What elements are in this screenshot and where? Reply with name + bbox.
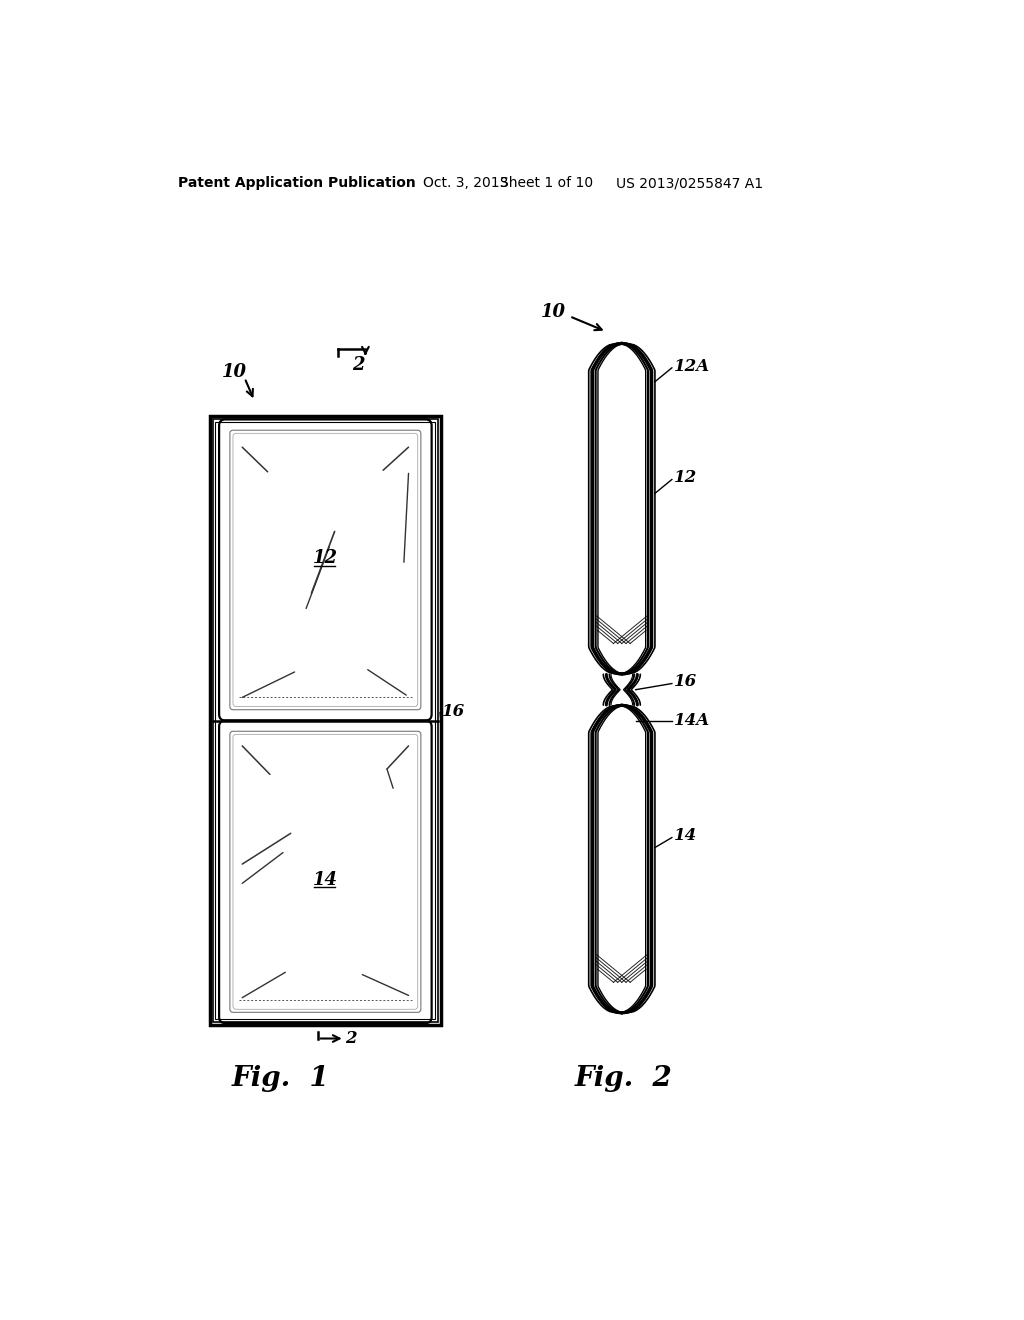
- Bar: [213, 420, 438, 1022]
- Bar: [215, 422, 435, 1019]
- Bar: [210, 416, 441, 1024]
- Text: Oct. 3, 2013: Oct. 3, 2013: [423, 176, 509, 190]
- Text: Sheet 1 of 10: Sheet 1 of 10: [500, 176, 593, 190]
- Text: 2: 2: [352, 356, 365, 374]
- Text: 14A: 14A: [674, 711, 711, 729]
- Text: Fig.  1: Fig. 1: [231, 1065, 330, 1092]
- Text: 14: 14: [674, 828, 697, 845]
- Text: 2: 2: [345, 1030, 357, 1047]
- Text: 10: 10: [221, 363, 247, 380]
- Text: US 2013/0255847 A1: US 2013/0255847 A1: [615, 176, 763, 190]
- Text: 12A: 12A: [674, 358, 711, 375]
- Text: Patent Application Publication: Patent Application Publication: [178, 176, 416, 190]
- Text: 12: 12: [674, 470, 697, 487]
- Text: 16: 16: [442, 702, 466, 719]
- Text: 10: 10: [541, 304, 566, 321]
- Text: 16: 16: [674, 673, 697, 690]
- Text: Fig.  2: Fig. 2: [574, 1065, 672, 1092]
- Text: 12: 12: [313, 549, 338, 568]
- Text: 14: 14: [313, 870, 338, 888]
